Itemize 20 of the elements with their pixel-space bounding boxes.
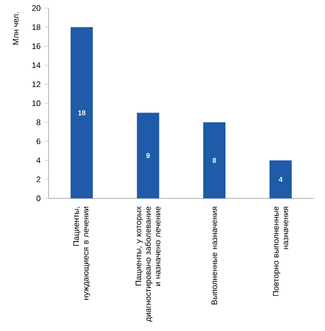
y-tick-label: 6 [36, 138, 40, 144]
y-tick-label: 18 [32, 24, 40, 30]
y-tick-label: 4 [36, 158, 41, 164]
y-tick-label: 14 [32, 62, 41, 68]
x-tick-label: Пациенты, у которых диагностировано заболевание и назначено лечение [136, 206, 160, 322]
bar [203, 122, 226, 198]
bar [136, 112, 160, 198]
x-tick-label: Повторно выполненные назначения [273, 206, 288, 296]
y-tick-label: 2 [36, 176, 40, 182]
y-tick-label: 10 [32, 100, 40, 106]
bar [70, 27, 93, 198]
x-tick-label: Пациенты, нуждающиеся в лечении [73, 206, 90, 300]
y-tick-label: 20 [32, 5, 40, 11]
y-axis-title: Млн чел. [12, 12, 19, 44]
y-tick-label: 12 [32, 81, 40, 88]
x-tick-label: Выполненные назначения [212, 206, 218, 304]
y-tick-label: 16 [32, 43, 40, 50]
bar [270, 160, 292, 198]
y-tick-label: 8 [36, 119, 40, 126]
y-tick-label: 0 [36, 196, 40, 202]
